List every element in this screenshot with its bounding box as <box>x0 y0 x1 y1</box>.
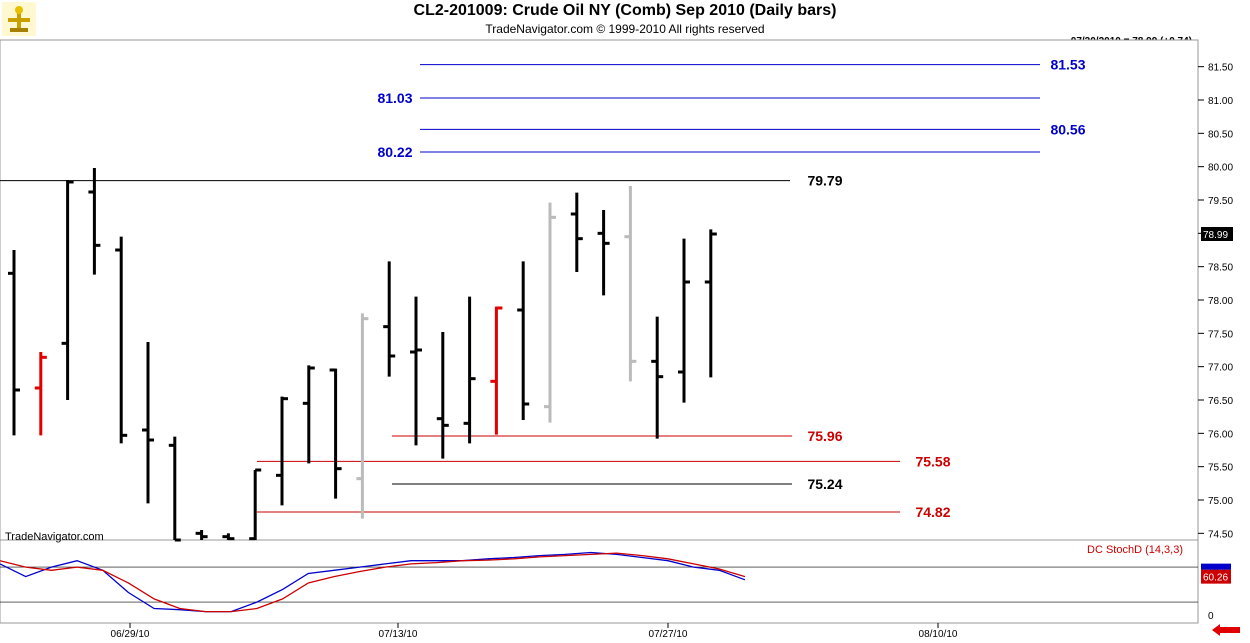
y-tick-label: 74.50 <box>1208 529 1233 540</box>
oscillator-title: DC StochD (14,3,3) <box>1087 544 1183 556</box>
scroll-left-arrow-icon[interactable] <box>1212 624 1240 636</box>
y-tick-label: 78.50 <box>1208 263 1233 274</box>
y-tick-label: 76.00 <box>1208 429 1233 440</box>
chart-header: CL2-201009: Crude Oil NY (Comb) Sep 2010… <box>0 0 1250 47</box>
y-tick-label: 75.00 <box>1208 496 1233 507</box>
ohlc-bar[interactable] <box>517 261 530 420</box>
level-label: 80.22 <box>377 144 412 160</box>
level-label: 80.56 <box>1050 121 1085 137</box>
ohlc-bar[interactable] <box>704 229 717 378</box>
ohlc-bar[interactable] <box>463 296 476 444</box>
x-tick-label: 07/13/10 <box>379 629 418 640</box>
chart-title: CL2-201009: Crude Oil NY (Comb) Sep 2010… <box>413 2 837 19</box>
x-tick-label: 08/10/10 <box>919 629 958 640</box>
ohlc-bar[interactable] <box>115 236 128 444</box>
ohlc-bar[interactable] <box>678 238 690 403</box>
ohlc-bar[interactable] <box>570 192 583 272</box>
ohlc-bar[interactable] <box>222 533 235 541</box>
stoch-k-line <box>0 551 746 613</box>
ohlc-bar[interactable] <box>329 368 342 499</box>
y-tick-label: 78.00 <box>1208 296 1233 307</box>
ohlc-bar[interactable] <box>195 530 208 540</box>
y-tick-label: 80.50 <box>1208 129 1233 140</box>
level-label: 81.53 <box>1050 57 1085 73</box>
x-tick-label: 06/29/10 <box>111 629 150 640</box>
ohlc-bar[interactable] <box>249 468 262 541</box>
ohlc-bar[interactable] <box>8 250 20 436</box>
ohlc-bar[interactable] <box>88 168 101 275</box>
level-label: 75.58 <box>915 453 950 469</box>
watermark: TradeNavigator.com <box>5 531 104 543</box>
ohlc-bar[interactable] <box>410 296 422 446</box>
y-tick-label: 80.00 <box>1208 163 1233 174</box>
last-price-label: 78.99 <box>1203 230 1228 241</box>
y-tick-label: 77.00 <box>1208 363 1233 374</box>
osc-last-value-box-blue <box>1201 563 1231 570</box>
ohlc-bar[interactable] <box>624 186 637 382</box>
level-label: 74.82 <box>915 504 950 520</box>
last-price-box <box>1201 227 1233 241</box>
level-label: 81.03 <box>377 90 412 106</box>
ohlc-bar[interactable] <box>34 352 47 436</box>
osc-y-tick-label: 0 <box>1208 611 1214 622</box>
ohlc-bar[interactable] <box>383 261 396 377</box>
level-label: 75.24 <box>807 476 842 492</box>
chart-subtitle: TradeNavigator.com © 1999-2010 All right… <box>485 22 765 36</box>
ohlc-bar[interactable] <box>302 365 315 464</box>
ohlc-bar[interactable] <box>490 306 503 435</box>
ohlc-bar[interactable] <box>436 332 449 459</box>
ohlc-bar[interactable] <box>651 316 664 439</box>
ohlc-bar[interactable] <box>142 342 154 504</box>
level-label: 75.96 <box>807 428 842 444</box>
ohlc-bar[interactable] <box>544 202 556 423</box>
ohlc-bar[interactable] <box>168 436 181 542</box>
y-tick-label: 75.50 <box>1208 463 1233 474</box>
y-tick-label: 81.00 <box>1208 96 1233 107</box>
ohlc-bar[interactable] <box>61 180 74 400</box>
stoch-d-line <box>0 552 746 613</box>
y-tick-label: 77.50 <box>1208 329 1233 340</box>
ohlc-bar[interactable] <box>597 210 610 296</box>
y-tick-label: 76.50 <box>1208 396 1233 407</box>
osc-last-value-label: 60.26 <box>1203 573 1228 584</box>
ohlc-bar[interactable] <box>356 313 369 519</box>
ohlc-bar[interactable] <box>276 396 288 506</box>
y-tick-label: 81.50 <box>1208 63 1233 74</box>
x-tick-label: 07/27/10 <box>649 629 688 640</box>
trade-navigator-logo-icon <box>2 2 36 36</box>
level-label: 79.79 <box>807 173 842 189</box>
y-tick-label: 79.50 <box>1208 196 1233 207</box>
osc-last-value-box <box>1201 569 1231 584</box>
